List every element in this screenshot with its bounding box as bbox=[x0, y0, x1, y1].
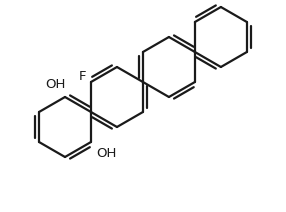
Text: OH: OH bbox=[45, 78, 65, 92]
Text: F: F bbox=[79, 71, 86, 84]
Text: OH: OH bbox=[96, 146, 117, 159]
